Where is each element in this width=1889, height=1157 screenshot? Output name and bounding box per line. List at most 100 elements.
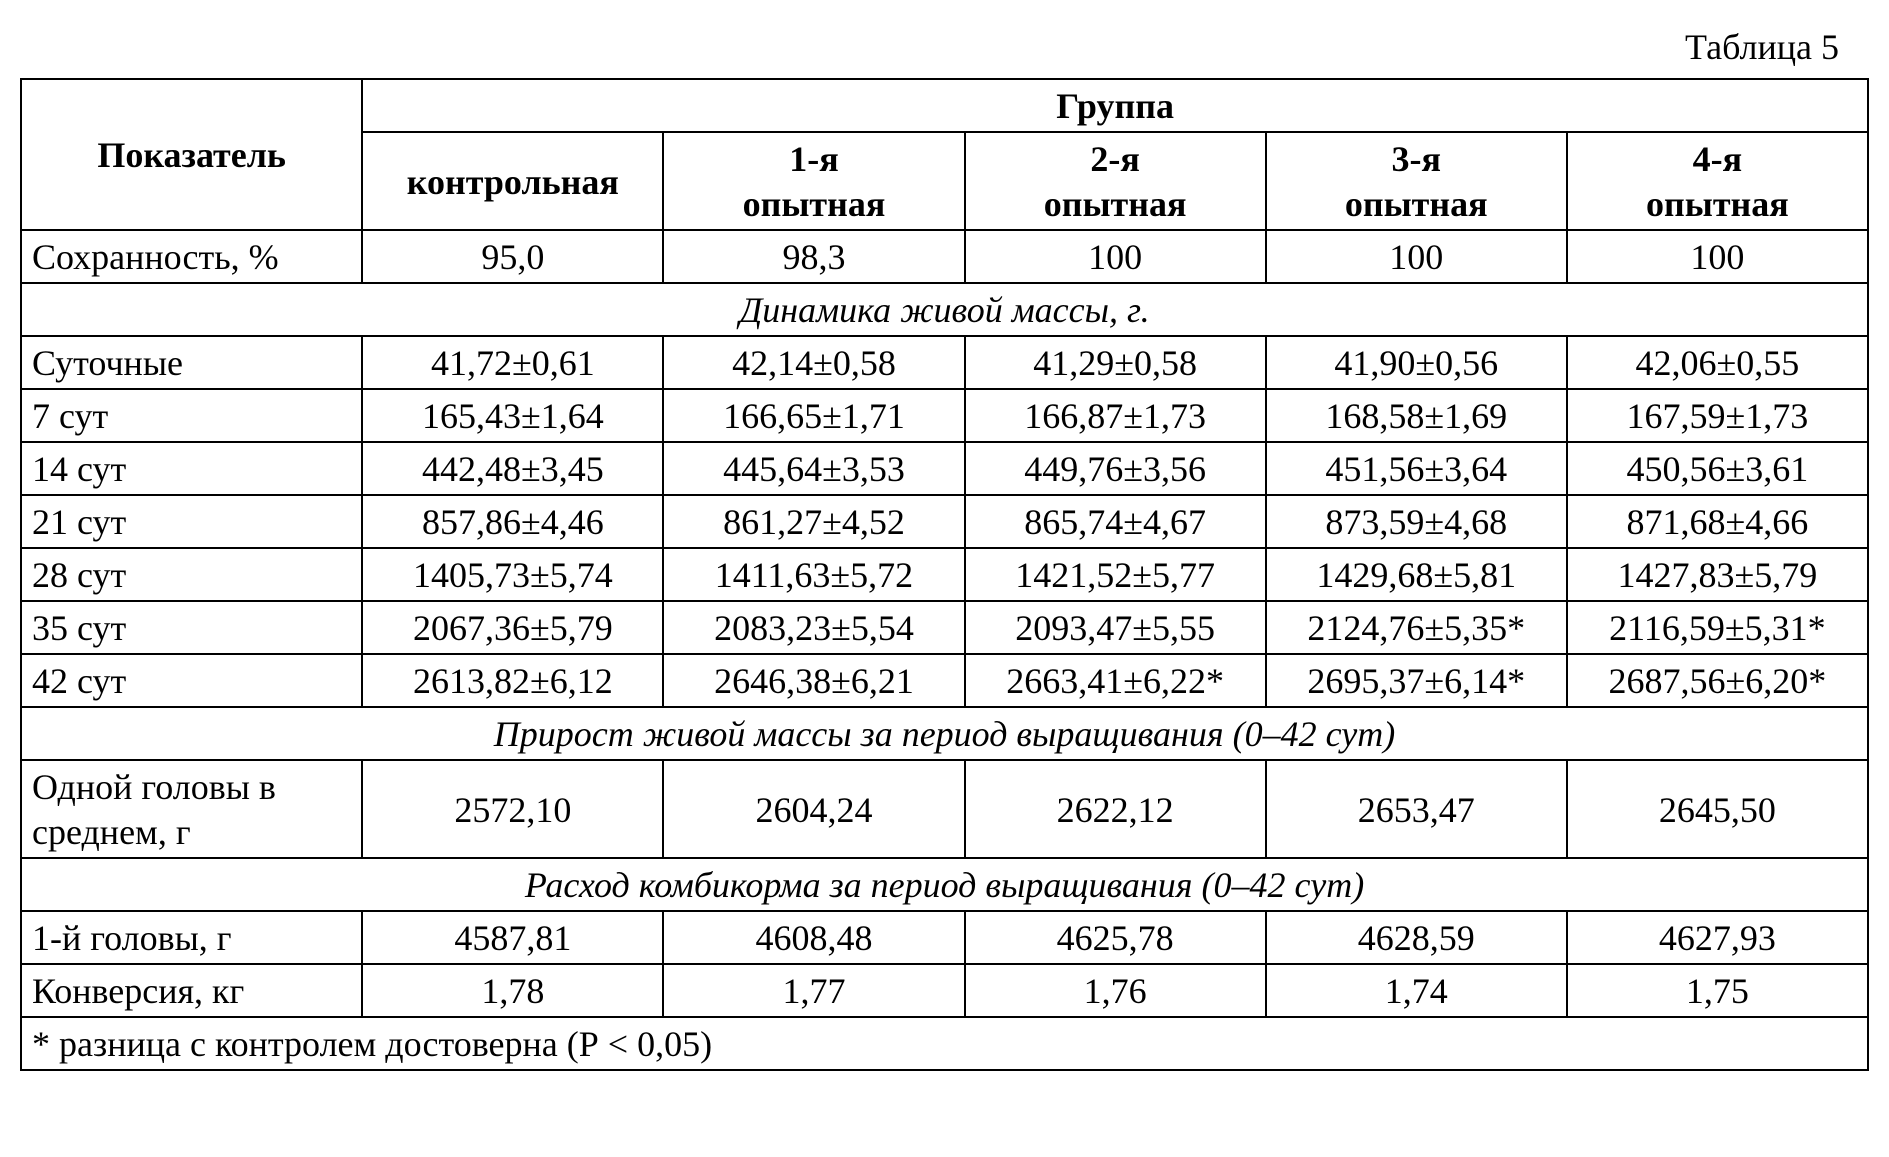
cell: 861,27±4,52 bbox=[663, 495, 964, 548]
cell: 100 bbox=[965, 230, 1266, 283]
cell: 449,76±3,56 bbox=[965, 442, 1266, 495]
cell: 1,75 bbox=[1567, 964, 1868, 1017]
cell: 42,06±0,55 bbox=[1567, 336, 1868, 389]
row-label: 35 сут bbox=[21, 601, 362, 654]
table-caption: Таблица 5 bbox=[20, 26, 1839, 68]
table-row: 35 сут2067,36±5,792083,23±5,542093,47±5,… bbox=[21, 601, 1868, 654]
cell: 2604,24 bbox=[663, 760, 964, 858]
cell: 445,64±3,53 bbox=[663, 442, 964, 495]
cell: 1,74 bbox=[1266, 964, 1567, 1017]
cell: 166,65±1,71 bbox=[663, 389, 964, 442]
table-row: Динамика живой массы, г. bbox=[21, 283, 1868, 336]
cell: 2613,82±6,12 bbox=[362, 654, 663, 707]
table-row: Сохранность, %95,098,3100100100 bbox=[21, 230, 1868, 283]
cell: 4608,48 bbox=[663, 911, 964, 964]
header-col-4: 4-я опытная bbox=[1567, 132, 1868, 230]
cell: 857,86±4,46 bbox=[362, 495, 663, 548]
cell: 873,59±4,68 bbox=[1266, 495, 1567, 548]
row-label: 28 сут bbox=[21, 548, 362, 601]
table-row: 28 сут1405,73±5,741411,63±5,721421,52±5,… bbox=[21, 548, 1868, 601]
cell: 2645,50 bbox=[1567, 760, 1868, 858]
section-heading: Прирост живой массы за период выращивани… bbox=[21, 707, 1868, 760]
header-col-line1: 1-я bbox=[789, 139, 838, 179]
cell: 4627,93 bbox=[1567, 911, 1868, 964]
header-col-1: 1-я опытная bbox=[663, 132, 964, 230]
cell: 166,87±1,73 bbox=[965, 389, 1266, 442]
table-row: Одной головы в среднем, г2572,102604,242… bbox=[21, 760, 1868, 858]
cell: 167,59±1,73 bbox=[1567, 389, 1868, 442]
cell: 871,68±4,66 bbox=[1567, 495, 1868, 548]
header-col-line1: 3-я bbox=[1391, 139, 1440, 179]
cell: 4587,81 bbox=[362, 911, 663, 964]
cell: 100 bbox=[1567, 230, 1868, 283]
cell: 165,43±1,64 bbox=[362, 389, 663, 442]
header-indicator: Показатель bbox=[21, 79, 362, 230]
cell: 41,29±0,58 bbox=[965, 336, 1266, 389]
cell: 2083,23±5,54 bbox=[663, 601, 964, 654]
table-row: Расход комбикорма за период выращивания … bbox=[21, 858, 1868, 911]
row-label: 7 сут bbox=[21, 389, 362, 442]
table-footnote: * разница с контролем достоверна (Р < 0,… bbox=[21, 1017, 1868, 1070]
cell: 2572,10 bbox=[362, 760, 663, 858]
data-table: Показатель Группа контрольная1-яопытная2… bbox=[20, 78, 1869, 1071]
section-heading: Динамика живой массы, г. bbox=[21, 283, 1868, 336]
cell: 2653,47 bbox=[1266, 760, 1567, 858]
table-head: Показатель Группа контрольная1-яопытная2… bbox=[21, 79, 1868, 230]
table-row: Прирост живой массы за период выращивани… bbox=[21, 707, 1868, 760]
table-row: 21 сут857,86±4,46861,27±4,52865,74±4,678… bbox=[21, 495, 1868, 548]
cell: 41,90±0,56 bbox=[1266, 336, 1567, 389]
row-label: Сохранность, % bbox=[21, 230, 362, 283]
table-row: Конверсия, кг1,781,771,761,741,75 bbox=[21, 964, 1868, 1017]
cell: 1411,63±5,72 bbox=[663, 548, 964, 601]
cell: 1,76 bbox=[965, 964, 1266, 1017]
cell: 1405,73±5,74 bbox=[362, 548, 663, 601]
table-row: 1-й головы, г4587,814608,484625,784628,5… bbox=[21, 911, 1868, 964]
cell: 2093,47±5,55 bbox=[965, 601, 1266, 654]
section-heading: Расход комбикорма за период выращивания … bbox=[21, 858, 1868, 911]
cell: 1,77 bbox=[663, 964, 964, 1017]
header-col-line2: опытная bbox=[1044, 184, 1187, 224]
header-col-line1: 4-я bbox=[1693, 139, 1742, 179]
table-row: 7 сут165,43±1,64166,65±1,71166,87±1,7316… bbox=[21, 389, 1868, 442]
table-body: Сохранность, %95,098,3100100100Динамика … bbox=[21, 230, 1868, 1070]
row-label: Конверсия, кг bbox=[21, 964, 362, 1017]
cell: 2695,37±6,14* bbox=[1266, 654, 1567, 707]
cell: 2116,59±5,31* bbox=[1567, 601, 1868, 654]
cell: 451,56±3,64 bbox=[1266, 442, 1567, 495]
row-label: 1-й головы, г bbox=[21, 911, 362, 964]
row-label: 14 сут bbox=[21, 442, 362, 495]
cell: 1,78 bbox=[362, 964, 663, 1017]
header-col-2: 2-я опытная bbox=[965, 132, 1266, 230]
header-col-3: 3-я опытная bbox=[1266, 132, 1567, 230]
cell: 41,72±0,61 bbox=[362, 336, 663, 389]
header-col-0: контрольная bbox=[362, 132, 663, 230]
header-col-line2: опытная bbox=[1646, 184, 1789, 224]
row-label: 42 сут bbox=[21, 654, 362, 707]
header-col-line1: 2-я bbox=[1090, 139, 1139, 179]
cell: 42,14±0,58 bbox=[663, 336, 964, 389]
table-row: 42 сут2613,82±6,122646,38±6,212663,41±6,… bbox=[21, 654, 1868, 707]
cell: 4625,78 bbox=[965, 911, 1266, 964]
row-label: Суточные bbox=[21, 336, 362, 389]
cell: 4628,59 bbox=[1266, 911, 1567, 964]
row-label: 21 сут bbox=[21, 495, 362, 548]
cell: 2663,41±6,22* bbox=[965, 654, 1266, 707]
table-row: Суточные41,72±0,6142,14±0,5841,29±0,5841… bbox=[21, 336, 1868, 389]
cell: 1421,52±5,77 bbox=[965, 548, 1266, 601]
table-row: * разница с контролем достоверна (Р < 0,… bbox=[21, 1017, 1868, 1070]
cell: 1427,83±5,79 bbox=[1567, 548, 1868, 601]
cell: 95,0 bbox=[362, 230, 663, 283]
cell: 2124,76±5,35* bbox=[1266, 601, 1567, 654]
table-row: 14 сут442,48±3,45445,64±3,53449,76±3,564… bbox=[21, 442, 1868, 495]
cell: 2646,38±6,21 bbox=[663, 654, 964, 707]
cell: 2622,12 bbox=[965, 760, 1266, 858]
cell: 1429,68±5,81 bbox=[1266, 548, 1567, 601]
cell: 2687,56±6,20* bbox=[1567, 654, 1868, 707]
header-group: Группа bbox=[362, 79, 1868, 132]
cell: 100 bbox=[1266, 230, 1567, 283]
header-col-line2: опытная bbox=[743, 184, 886, 224]
cell: 2067,36±5,79 bbox=[362, 601, 663, 654]
row-label: Одной головы в среднем, г bbox=[21, 760, 362, 858]
header-col-line2: опытная bbox=[1345, 184, 1488, 224]
cell: 168,58±1,69 bbox=[1266, 389, 1567, 442]
